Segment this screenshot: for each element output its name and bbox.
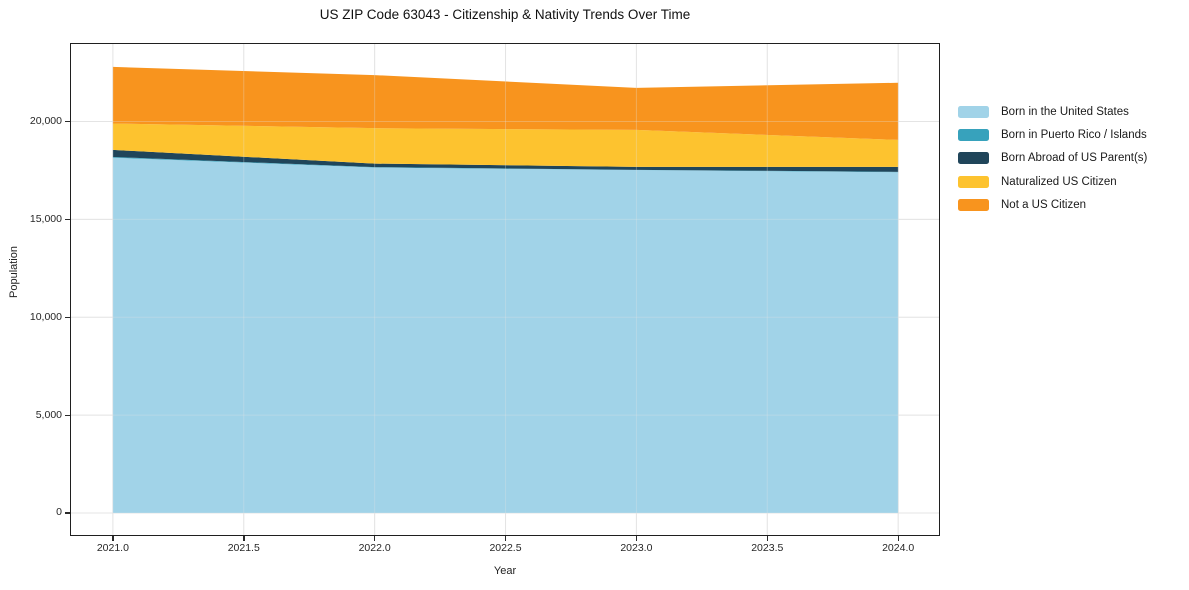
y-tick-label: 0 bbox=[56, 506, 62, 519]
legend-label: Not a US Citizen bbox=[1001, 199, 1087, 212]
x-tick-label: 2022.5 bbox=[489, 542, 522, 554]
x-tick-mark bbox=[112, 536, 114, 541]
y-tick-mark bbox=[65, 414, 70, 416]
legend-item: Naturalized US Citizen bbox=[958, 170, 1147, 193]
area-series-born-in-the-united-states bbox=[112, 157, 899, 513]
y-tick-label: 15,000 bbox=[29, 212, 62, 225]
legend-swatch bbox=[958, 175, 989, 188]
x-tick-mark bbox=[897, 536, 899, 541]
legend-item: Not a US Citizen bbox=[958, 194, 1147, 217]
y-tick-labels: 0 5,000 10,000 15,000 20,000 bbox=[0, 44, 62, 535]
x-tick-label: 2023.0 bbox=[620, 542, 653, 554]
legend-item: Born in the United States bbox=[958, 100, 1147, 123]
legend-label: Naturalized US Citizen bbox=[1001, 175, 1117, 188]
y-tick-label: 10,000 bbox=[29, 310, 62, 323]
y-tick-mark bbox=[65, 512, 70, 514]
x-tick-labels: 2021.0 2021.5 2022.0 2022.5 2023.0 2023.5 2024… bbox=[0, 542, 1189, 558]
chart-title: US ZIP Code 63043 - Citizenship & Nativi… bbox=[319, 7, 691, 22]
legend-label: Born in the United States bbox=[1001, 105, 1129, 118]
x-tick-mark bbox=[505, 536, 507, 541]
x-tick-label: 2021.5 bbox=[227, 542, 260, 554]
area-series-not-a-us-citizen bbox=[112, 66, 899, 140]
legend-label: Born Abroad of US Parent(s) bbox=[1001, 152, 1148, 165]
legend-item: Born Abroad of US Parent(s) bbox=[958, 147, 1147, 170]
x-tick-mark bbox=[766, 536, 769, 541]
area-series-naturalized-us-citizen bbox=[112, 123, 899, 167]
x-tick-label: 2023.5 bbox=[751, 542, 784, 554]
x-tick-mark bbox=[374, 536, 376, 541]
legend-swatch bbox=[958, 152, 989, 165]
plot-area bbox=[70, 43, 940, 536]
y-tick-mark bbox=[65, 316, 70, 319]
y-tick-mark bbox=[65, 218, 70, 221]
legend-item: Born in Puerto Rico / Islands bbox=[958, 123, 1147, 146]
x-tick-mark bbox=[635, 536, 638, 541]
legend-swatch bbox=[958, 199, 989, 212]
x-tick-mark bbox=[243, 536, 245, 541]
x-tick-label: 2021.0 bbox=[96, 542, 129, 554]
x-tick-label: 2024.0 bbox=[882, 542, 915, 554]
y-tick-label: 20,000 bbox=[29, 115, 62, 127]
x-tick-label: 2022.0 bbox=[358, 542, 391, 554]
legend-swatch bbox=[958, 129, 989, 142]
stacked-area-chart bbox=[71, 44, 939, 535]
y-tick-mark bbox=[65, 121, 70, 123]
area-series-born-abroad-of-us-parent-s- bbox=[112, 149, 899, 172]
x-axis-label: Year bbox=[493, 565, 517, 577]
legend-swatch bbox=[958, 105, 989, 118]
legend: Born in the United States Born in Puerto … bbox=[958, 100, 1147, 217]
y-tick-label: 5,000 bbox=[35, 408, 62, 421]
legend-label: Born in Puerto Rico / Islands bbox=[1001, 129, 1147, 142]
